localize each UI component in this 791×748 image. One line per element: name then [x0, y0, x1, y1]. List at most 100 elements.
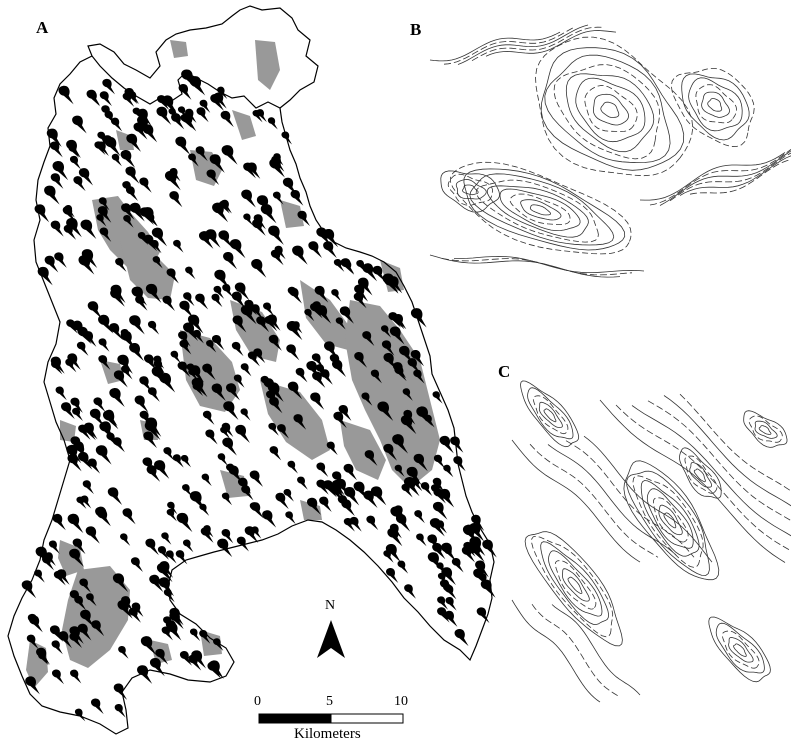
contour-line — [551, 604, 641, 696]
drumlin-symbol — [212, 202, 229, 223]
drumlin-symbol — [429, 518, 445, 537]
drumlin-symbol — [286, 344, 300, 361]
drumlin-symbol — [87, 458, 101, 474]
drumlins-layer — [21, 69, 497, 722]
drumlin-symbol — [362, 263, 378, 282]
drumlin-symbol — [256, 316, 270, 333]
drumlin-symbol — [450, 436, 464, 453]
contour-line — [754, 420, 778, 439]
drumlin-symbol — [469, 523, 485, 542]
contour-line — [440, 170, 500, 213]
contour-line — [553, 64, 661, 160]
contour-line — [567, 576, 583, 595]
contour-line — [679, 393, 791, 492]
contour-map-c — [511, 380, 791, 703]
drumlin-symbol — [66, 319, 78, 334]
drumlin-symbol — [202, 410, 215, 425]
drumlin-symbol — [76, 445, 87, 458]
contour-line — [575, 77, 646, 143]
drumlin-symbol — [74, 708, 86, 722]
drumlin-symbol — [178, 83, 192, 100]
drumlin-symbol — [407, 358, 421, 374]
lakes-layer — [26, 40, 440, 688]
drumlin-symbol — [206, 339, 217, 353]
contour-line — [626, 470, 710, 576]
drumlin-symbol — [72, 407, 83, 422]
contour-line — [529, 443, 659, 558]
contour-line — [531, 535, 614, 638]
drumlin-symbol — [269, 396, 283, 414]
drumlin-symbol — [370, 486, 387, 506]
drumlin-symbol — [267, 382, 284, 402]
drumlin-symbol — [199, 630, 211, 644]
contour-line — [639, 152, 786, 201]
contour-line — [529, 204, 551, 216]
drumlin-symbol — [153, 359, 166, 375]
drumlin-symbol — [441, 567, 456, 586]
drumlin-symbol — [114, 704, 126, 718]
drumlin-symbol — [343, 518, 355, 532]
drumlin-symbol — [145, 538, 159, 556]
drumlin-symbol — [420, 482, 433, 497]
drumlin-symbol — [200, 527, 214, 543]
drumlin-symbol — [53, 570, 66, 586]
drumlin-symbol — [217, 453, 228, 466]
drumlin-symbol — [293, 414, 307, 430]
drumlin-symbol — [110, 288, 125, 307]
lake — [170, 40, 188, 58]
drumlin-symbol — [252, 109, 263, 123]
drumlin-symbol — [260, 375, 272, 390]
drumlin-symbol — [244, 526, 259, 543]
drumlin-symbol — [306, 361, 321, 379]
contour-line — [684, 455, 718, 494]
drumlin-symbol — [188, 153, 199, 167]
drumlin-symbol — [256, 195, 273, 215]
drumlin-symbol — [211, 383, 226, 402]
drumlin-symbol — [188, 654, 202, 671]
drumlin-symbol — [144, 354, 158, 371]
drumlin-symbol — [383, 550, 394, 563]
contour-line — [659, 150, 791, 206]
drumlin-symbol — [195, 146, 208, 162]
drumlin-symbol — [221, 492, 233, 506]
contour-line — [554, 560, 597, 610]
contour-line — [707, 98, 723, 112]
drumlin-symbol — [400, 415, 417, 435]
drumlin-symbol — [295, 367, 308, 383]
drumlin-symbol — [401, 483, 413, 498]
drumlin-symbol — [383, 353, 398, 371]
drumlin-symbol — [236, 536, 249, 552]
drumlin-symbol — [98, 197, 110, 211]
drumlin-symbol — [69, 632, 82, 649]
lake — [58, 540, 84, 576]
drumlin-symbol — [329, 353, 343, 370]
drumlin-symbol — [97, 206, 112, 223]
drumlin-symbol — [343, 463, 357, 481]
contour-line — [592, 93, 630, 126]
drumlin-symbol — [432, 501, 448, 520]
drumlin-symbol — [392, 434, 409, 454]
drumlin-symbol — [85, 526, 100, 544]
drumlin-symbol — [48, 540, 60, 554]
drumlin-symbol — [91, 620, 105, 637]
drumlin-symbol — [109, 323, 123, 341]
drumlin-symbol — [180, 454, 192, 468]
north-label: N — [325, 598, 336, 613]
drumlin-symbol — [256, 109, 267, 123]
drumlin-symbol — [175, 136, 191, 155]
drumlin-symbol — [326, 441, 338, 456]
contour-line — [447, 173, 493, 206]
lake — [230, 300, 280, 362]
drumlin-symbol — [179, 339, 192, 355]
drumlin-symbol — [269, 446, 282, 461]
drumlin-symbol — [287, 460, 298, 474]
drumlin-symbol — [144, 420, 161, 441]
drumlin-symbol — [316, 479, 329, 495]
drumlin-symbol — [151, 227, 168, 247]
drumlin-symbol — [122, 92, 135, 107]
panel-label-b: B — [410, 20, 422, 39]
drumlin-symbol — [112, 437, 125, 453]
drumlin-symbol — [44, 255, 59, 273]
drumlin-symbol — [267, 117, 278, 130]
